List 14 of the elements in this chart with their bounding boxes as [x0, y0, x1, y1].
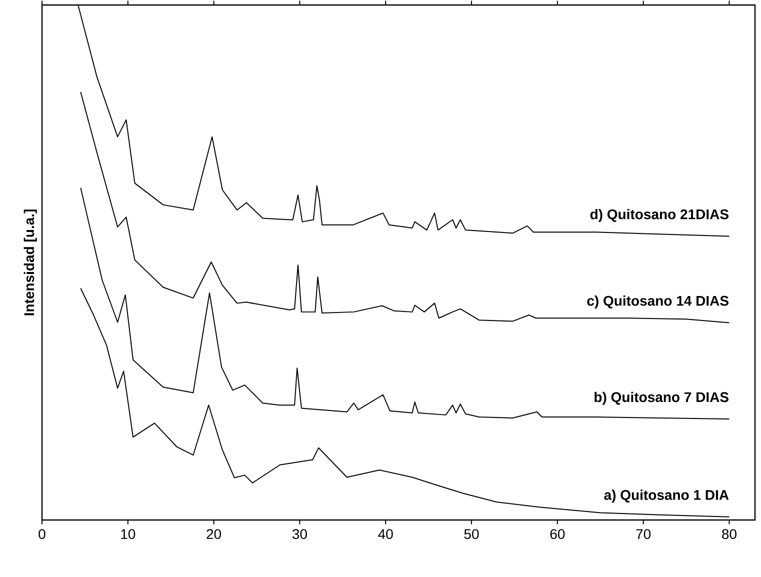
y-axis-title: Intensidad [u.a.]: [24, 210, 37, 316]
x-tick-label: 70: [636, 529, 651, 540]
x-tick-label: 0: [38, 529, 46, 540]
x-tick-label: 20: [206, 529, 222, 540]
series-label: a) Quitosano 1 DIA: [604, 490, 729, 503]
x-tick-label: 30: [292, 529, 307, 540]
x-tick-label: 80: [722, 529, 736, 540]
series-label: c) Quitosano 14 DIAS: [587, 296, 728, 309]
series-label: b) Quitosano 7 DIAS: [594, 392, 728, 405]
x-tick-label: 40: [378, 529, 393, 540]
series-label: d) Quitosano 21DIAS: [590, 208, 728, 222]
x-tick-label: 10: [121, 529, 136, 540]
x-tick-label: 60: [550, 529, 565, 540]
x-tick-label: 50: [464, 529, 479, 540]
